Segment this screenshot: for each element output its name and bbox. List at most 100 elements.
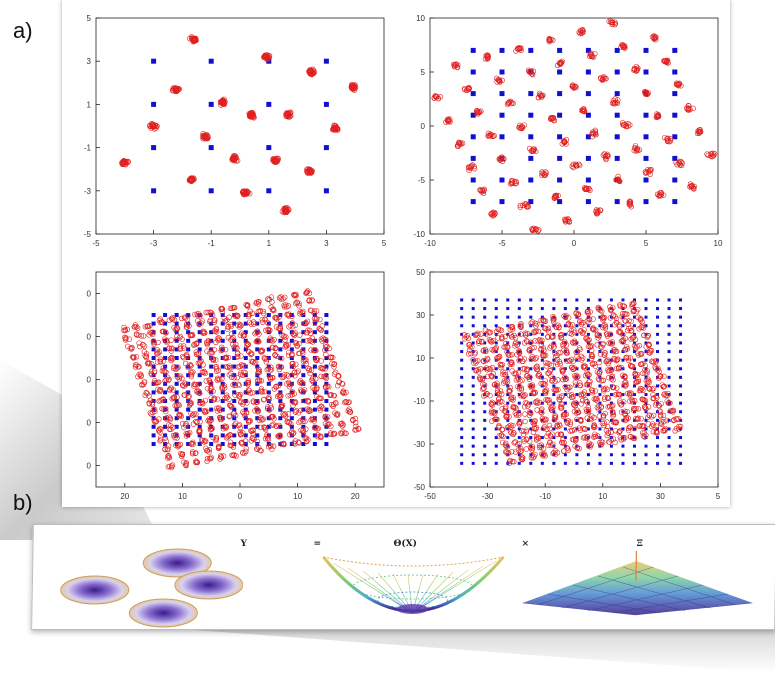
data-point-square: [220, 407, 225, 412]
data-point-circle: [676, 159, 682, 166]
data-point-circle: [507, 388, 513, 394]
data-point-circle: [580, 435, 587, 441]
data-point-circle: [171, 363, 177, 370]
data-point-circle: [638, 361, 645, 367]
data-point-square: [471, 367, 475, 371]
data-point-square: [575, 393, 579, 397]
data-point-square: [598, 461, 602, 465]
data-point-circle: [547, 439, 553, 445]
data-point-square: [278, 381, 283, 386]
data-point-square: [644, 444, 648, 448]
data-point-circle: [250, 435, 256, 442]
data-point-square: [483, 307, 487, 311]
data-point-circle: [133, 354, 140, 360]
data-point-circle: [608, 429, 614, 436]
data-point-circle: [178, 413, 185, 419]
data-point-circle: [282, 337, 288, 343]
data-point-circle: [560, 413, 567, 420]
data-point-square: [563, 453, 567, 457]
data-point-circle: [293, 408, 300, 414]
data-point-square: [517, 307, 521, 311]
data-point-circle: [261, 389, 268, 395]
data-point-square: [278, 364, 283, 369]
data-point-circle: [628, 328, 634, 334]
data-point-square: [278, 424, 283, 429]
data-point-circle: [141, 343, 148, 349]
y-tick-label: -5: [84, 230, 92, 239]
data-point-circle: [300, 418, 306, 424]
data-point-circle: [600, 341, 606, 347]
data-point-square: [471, 393, 475, 397]
data-point-circle: [711, 152, 717, 159]
data-point-circle: [201, 329, 207, 335]
data-point-circle: [576, 425, 582, 431]
data-point-circle: [645, 332, 651, 339]
data-point-circle: [179, 451, 186, 457]
data-point-circle: [278, 404, 285, 411]
data-point-circle: [160, 365, 166, 371]
data-point-square: [312, 373, 317, 378]
data-point-circle: [685, 102, 692, 109]
data-point-square: [312, 356, 317, 360]
data-point-square: [598, 410, 602, 414]
x-tick-label: 30: [656, 492, 665, 501]
data-point-circle: [165, 422, 172, 428]
data-point-circle: [556, 324, 562, 330]
data-point-circle: [530, 420, 537, 427]
data-point-circle: [625, 415, 631, 421]
data-point-square: [672, 69, 678, 75]
data-point-circle: [503, 440, 509, 447]
data-point-square: [575, 418, 579, 422]
data-point-square: [197, 330, 202, 335]
data-point-circle: [518, 386, 525, 393]
data-point-square: [470, 47, 476, 53]
data-point-circle: [267, 402, 274, 409]
data-point-circle: [500, 156, 507, 162]
data-point-circle: [490, 133, 496, 140]
data-point-square: [540, 375, 544, 379]
data-point-circle: [309, 298, 315, 304]
data-point-circle: [544, 360, 551, 366]
data-point-circle: [121, 159, 128, 166]
data-point-circle: [508, 332, 514, 338]
data-point-circle: [704, 151, 710, 157]
data-point-circle: [544, 397, 551, 403]
data-point-square: [672, 112, 678, 118]
data-point-square: [672, 91, 678, 97]
data-point-circle: [289, 360, 295, 367]
data-point-circle: [497, 398, 504, 405]
data-point-circle: [496, 77, 503, 83]
data-point-square: [301, 364, 306, 369]
data-point-circle: [218, 453, 224, 459]
data-point-circle: [168, 385, 174, 391]
data-point-circle: [664, 136, 671, 142]
data-point-square: [517, 453, 521, 457]
data-point-circle: [244, 400, 250, 406]
y-tick-label: -10: [413, 230, 425, 239]
data-point-circle: [268, 337, 275, 343]
data-point-circle: [179, 453, 185, 460]
data-point-circle: [266, 394, 272, 401]
data-point-circle: [496, 396, 502, 403]
data-point-circle: [151, 125, 158, 132]
data-point-circle: [476, 338, 482, 344]
data-point-square: [232, 399, 237, 403]
data-point-circle: [235, 381, 242, 388]
data-point-circle: [228, 374, 235, 380]
data-point-circle: [566, 219, 573, 225]
data-point-circle: [241, 410, 247, 417]
data-point-square: [586, 367, 590, 371]
data-point-square: [197, 381, 202, 386]
data-point-circle: [140, 341, 146, 348]
data-point-circle: [193, 411, 199, 417]
data-point-circle: [503, 449, 509, 455]
data-point-circle: [223, 392, 230, 398]
data-point-circle: [539, 172, 545, 178]
data-point-circle: [481, 358, 487, 365]
data-point-square: [186, 356, 191, 360]
data-point-square: [209, 381, 214, 386]
data-point-circle: [315, 432, 321, 438]
data-point-circle: [666, 399, 672, 406]
data-point-circle: [489, 408, 495, 414]
data-point-circle: [487, 337, 494, 344]
